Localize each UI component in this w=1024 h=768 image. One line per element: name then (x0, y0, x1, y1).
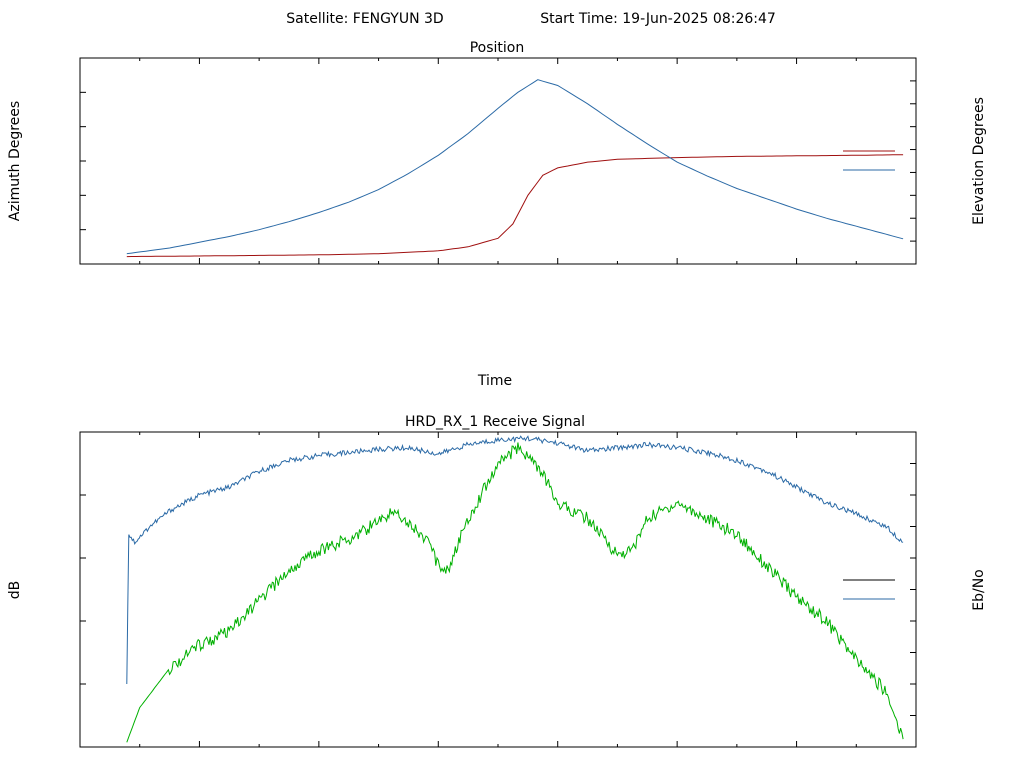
signal-trace-line (126, 442, 904, 743)
receive-signal-panel: HRD_RX_1 Receive Signal dB Eb/No (7, 414, 987, 748)
signal-plot-frame (79, 431, 917, 748)
azimuth-axis-label: Azimuth Degrees (7, 101, 23, 221)
ebno-line (126, 435, 904, 685)
elevation-axis-label: Elevation Degrees (971, 97, 987, 225)
azimuth-line (126, 154, 904, 258)
position-x-label: Time (477, 373, 512, 389)
position-title: Position (470, 40, 525, 56)
elevation-line (126, 79, 904, 255)
signal-title: HRD_RX_1 Receive Signal (405, 414, 585, 430)
position-panel: Position Time Azimuth Degrees Elevation … (7, 40, 987, 389)
satellite-label: Satellite: FENGYUN 3D (286, 11, 443, 27)
ebno-axis-label: Eb/No (971, 569, 987, 611)
db-axis-label: dB (7, 581, 23, 600)
position-plot-frame (79, 57, 917, 265)
start-time-label: Start Time: 19-Jun-2025 08:26:47 (540, 11, 776, 27)
